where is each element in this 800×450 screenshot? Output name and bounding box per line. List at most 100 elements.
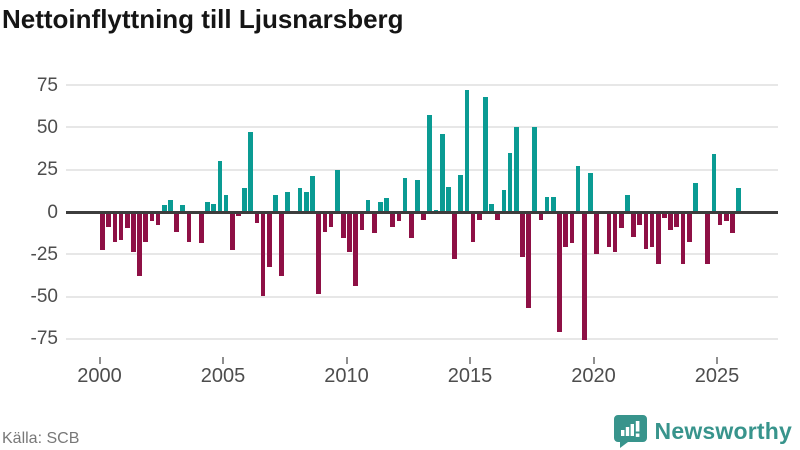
zero-axis-line — [66, 210, 778, 214]
bar — [476, 213, 482, 220]
bar — [680, 213, 686, 264]
bar — [606, 213, 612, 247]
bar — [501, 189, 507, 212]
bar — [378, 201, 383, 212]
x-axis-tick-label: 2025 — [694, 365, 740, 387]
x-axis-tick — [345, 357, 348, 364]
bar — [322, 213, 328, 232]
bar — [668, 213, 673, 230]
x-axis-tick — [222, 357, 224, 364]
gridline — [66, 253, 778, 256]
bar — [711, 154, 717, 212]
bar-chart-speech-bubble-icon — [613, 414, 647, 448]
bar — [686, 213, 692, 242]
bar — [452, 213, 457, 259]
x-axis-tick — [592, 357, 595, 364]
bar — [483, 96, 488, 212]
bar — [489, 203, 494, 212]
bar — [643, 213, 649, 249]
bar — [446, 186, 451, 212]
bar — [211, 203, 217, 212]
bar — [124, 213, 130, 229]
bar — [705, 213, 711, 264]
bar — [242, 188, 247, 212]
bar — [112, 213, 118, 242]
bar — [723, 213, 729, 222]
bar — [143, 213, 149, 242]
bar — [205, 201, 210, 212]
bar — [612, 213, 618, 252]
bar — [693, 183, 698, 212]
bar — [273, 195, 278, 212]
bar — [594, 213, 599, 254]
bar — [618, 213, 624, 229]
bar — [415, 179, 420, 212]
y-axis-tick-label: 25 — [36, 159, 58, 181]
bar — [260, 213, 266, 296]
bar — [581, 213, 587, 340]
bar — [131, 213, 136, 252]
bar — [328, 213, 334, 227]
bar — [359, 213, 365, 230]
bar — [285, 191, 291, 212]
bar — [303, 191, 309, 212]
bar — [458, 174, 464, 212]
y-axis-tick-label: -75 — [30, 328, 58, 350]
bar — [310, 176, 315, 212]
bar — [347, 213, 352, 252]
bar — [625, 195, 630, 212]
chart-title: Nettoinflyttning till Ljusnarsberg — [2, 4, 404, 34]
bar — [223, 195, 229, 212]
gridline — [66, 337, 778, 340]
bar — [575, 166, 581, 212]
y-axis-tick-label: 50 — [36, 116, 58, 138]
y-axis-tick-label: 0 — [47, 201, 58, 223]
bar — [532, 127, 538, 212]
bar — [186, 213, 192, 242]
bar — [174, 213, 179, 232]
bar — [649, 213, 655, 247]
x-axis-tick — [98, 357, 101, 364]
bar — [229, 213, 235, 251]
bar — [402, 178, 408, 212]
bar — [118, 213, 124, 241]
bar — [631, 213, 636, 237]
gridline — [66, 168, 778, 171]
y-axis-tick-label: -50 — [30, 286, 58, 308]
bar — [384, 198, 389, 212]
bar — [526, 213, 531, 308]
bar — [266, 213, 272, 268]
bar — [717, 213, 723, 225]
bar — [396, 213, 402, 222]
bar — [334, 169, 340, 212]
bar — [316, 213, 321, 295]
bar — [408, 213, 414, 239]
x-axis-tick-label: 2020 — [571, 365, 616, 387]
bar — [439, 134, 445, 212]
bar — [217, 161, 223, 212]
bar — [297, 188, 303, 212]
gridline — [66, 126, 778, 129]
bar — [155, 213, 161, 225]
bar — [736, 188, 741, 212]
gridline — [66, 295, 778, 298]
bar — [236, 213, 241, 217]
bar — [557, 213, 562, 332]
bar — [161, 205, 167, 212]
bar — [655, 213, 661, 264]
x-axis-tick — [716, 357, 718, 364]
bar — [254, 213, 260, 224]
source-label: Källa: SCB — [2, 430, 80, 447]
x-axis-tick-label: 2000 — [77, 365, 122, 387]
bar — [513, 127, 519, 212]
bar — [662, 213, 667, 219]
bar — [168, 200, 173, 212]
bar — [495, 213, 501, 220]
bar — [563, 213, 568, 247]
bar — [199, 213, 204, 244]
bar — [149, 213, 155, 222]
bar — [279, 213, 284, 276]
x-axis-tick-label: 2015 — [447, 365, 493, 387]
bar — [588, 173, 593, 212]
